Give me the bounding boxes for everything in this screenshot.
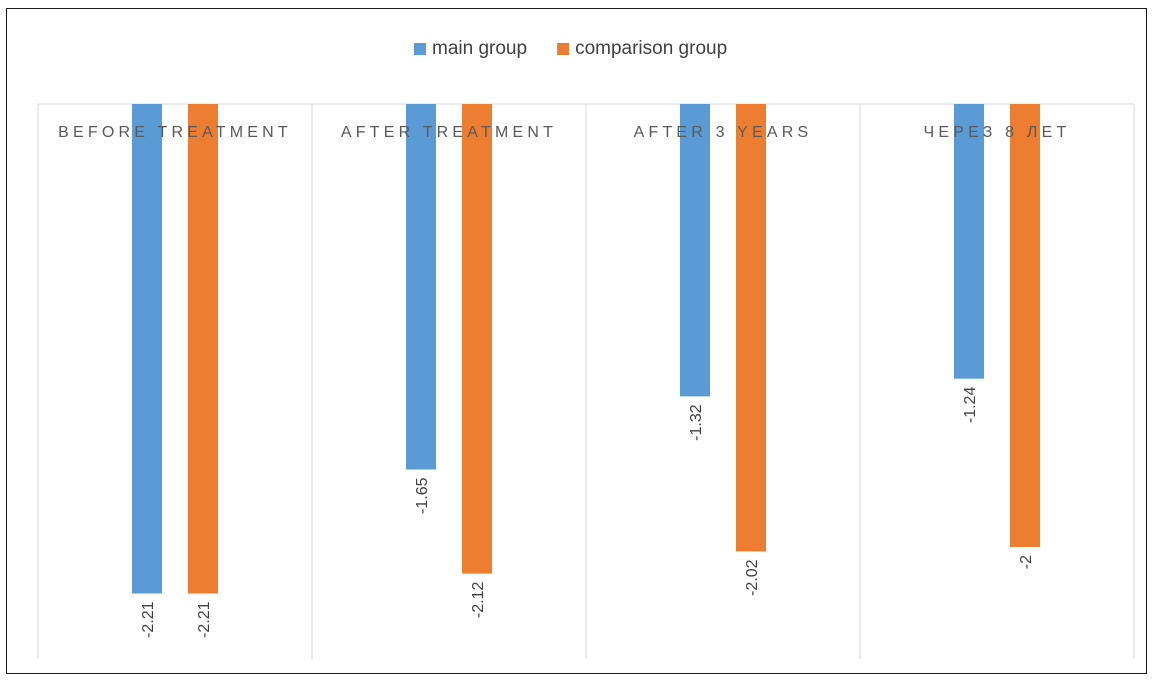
category-labels: BEFORE TREATMENT AFTER TREATMENT AFTER 3 Y… — [58, 124, 1071, 141]
bar-comparison-group-1 — [188, 104, 218, 594]
category-label-2: AFTER TREATMENT — [341, 124, 557, 141]
data-label-main-group-1: -2.21 — [140, 601, 157, 638]
legend-label-comparison-group: comparison group — [575, 38, 727, 59]
category-label-1: BEFORE TREATMENT — [58, 124, 292, 141]
data-label-comparison-group-3: -2.02 — [744, 559, 761, 596]
bar-main-group-3 — [680, 104, 710, 397]
data-label-comparison-group-4: -2 — [1018, 555, 1035, 569]
data-labels: -2.21 -2.21 -1.65 -2.12 -1.32 -2.02 -1.24 -2 — [140, 387, 1035, 638]
legend-swatch-main-group — [414, 43, 426, 55]
bar-main-group-4 — [954, 104, 984, 379]
bars — [132, 104, 1040, 594]
data-label-main-group-2: -1.65 — [414, 477, 431, 514]
category-label-4: ЧЕРЕЗ 8 ЛЕТ — [924, 124, 1071, 141]
bar-comparison-group-4 — [1010, 104, 1040, 547]
category-label-3: AFTER 3 YEARS — [634, 124, 813, 141]
legend-label-main-group: main group — [432, 38, 527, 59]
bar-comparison-group-3 — [736, 104, 766, 552]
gridlines — [37, 103, 1135, 659]
legend-swatch-comparison-group — [557, 43, 570, 55]
data-label-comparison-group-2: -2.12 — [470, 581, 487, 618]
bar-main-group-2 — [406, 104, 436, 470]
legend: main group comparison group — [414, 38, 727, 59]
data-label-main-group-4: -1.24 — [962, 387, 979, 424]
data-label-main-group-3: -1.32 — [688, 404, 705, 441]
bar-comparison-group-2 — [462, 104, 492, 574]
data-label-comparison-group-1: -2.21 — [196, 601, 213, 638]
bar-main-group-1 — [132, 104, 162, 594]
